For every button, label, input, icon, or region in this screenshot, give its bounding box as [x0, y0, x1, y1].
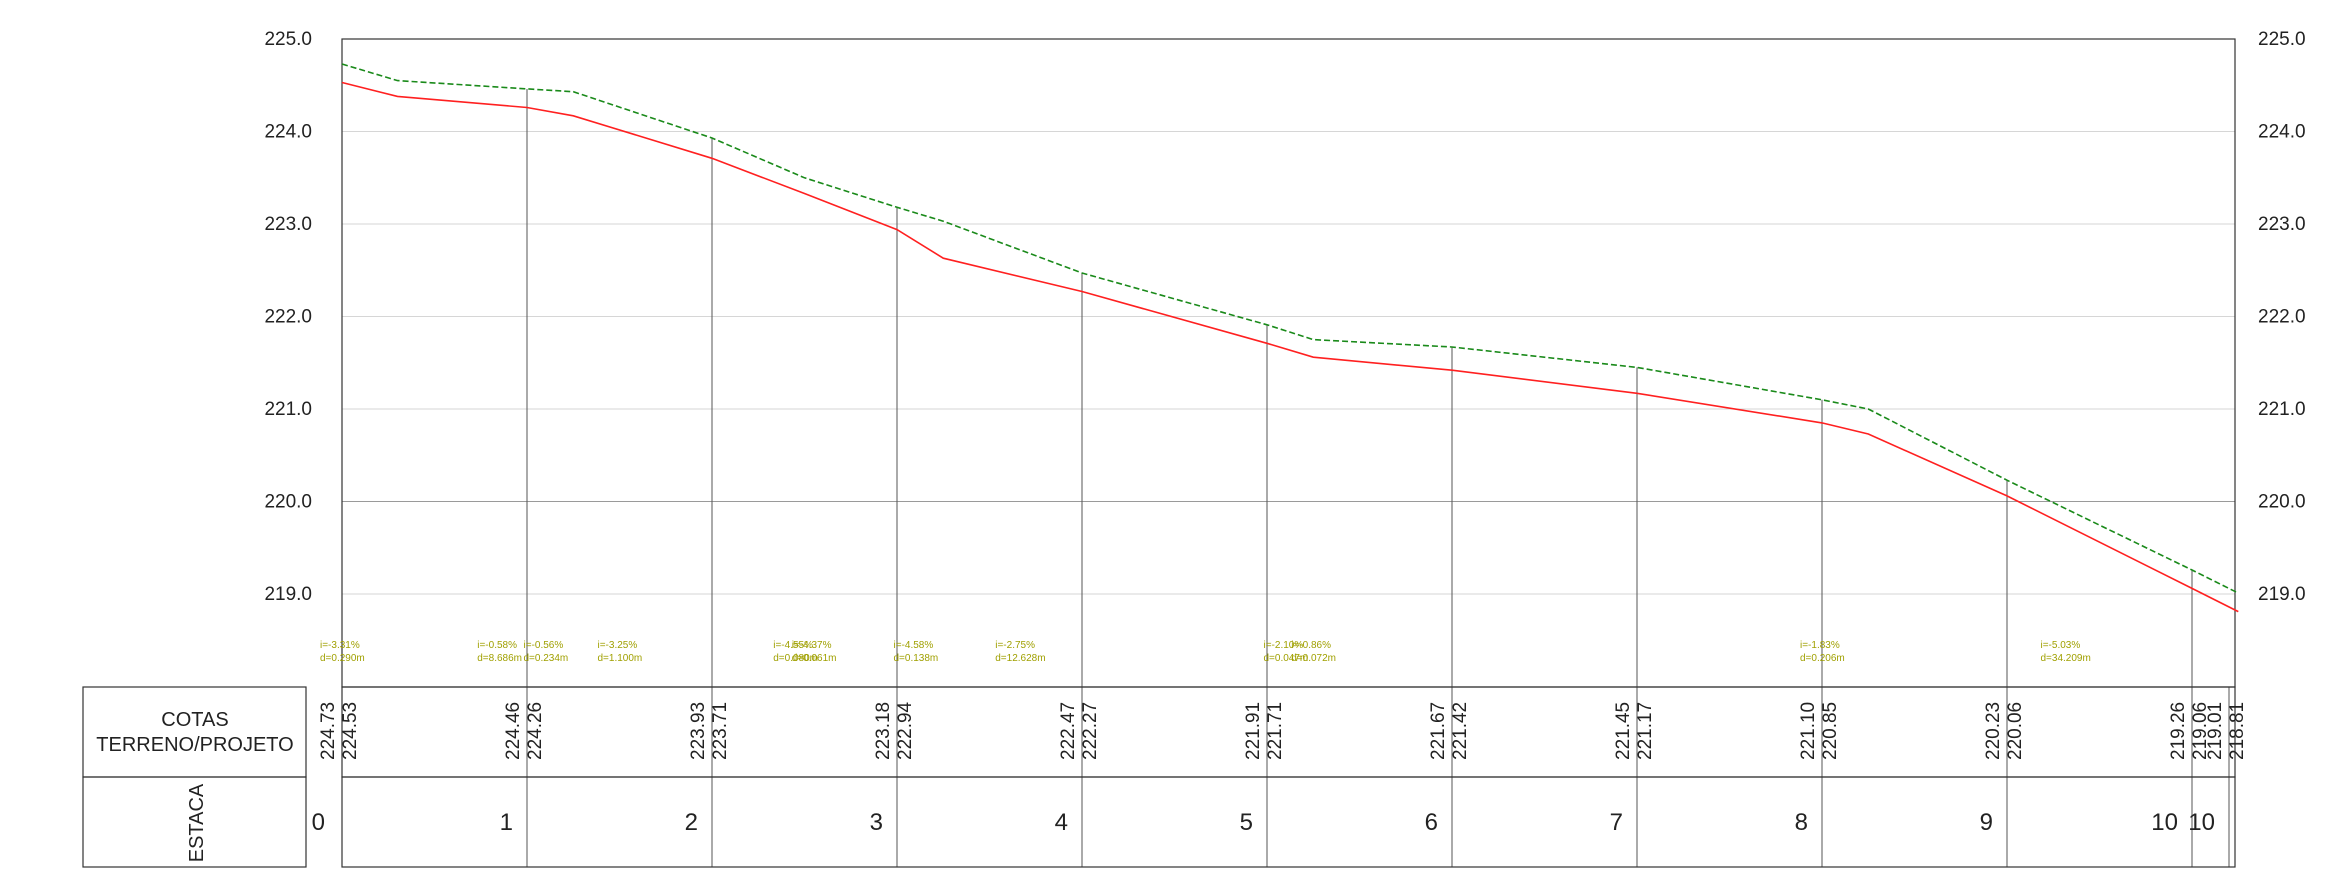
cotas-header-line2: TERRENO/PROJETO	[96, 734, 293, 756]
slope-d-label: d=34.209m	[2041, 653, 2091, 664]
cota-projeto: 223.71	[710, 702, 731, 760]
cota-projeto: 222.27	[1080, 702, 1101, 760]
cota-projeto: 220.85	[1820, 702, 1841, 760]
cota-terreno: 219.01	[2205, 702, 2226, 760]
y-tick-label-right: 219.0	[2258, 584, 2306, 605]
estaca-number: 0	[312, 809, 325, 836]
estaca-number: 3	[870, 809, 883, 836]
slope-d-label: d=0.234m	[524, 653, 569, 664]
slope-d-label: d=0.061m	[792, 653, 837, 664]
grid-layer	[342, 131, 2235, 595]
estaca-row	[341, 776, 2236, 868]
cotas-row	[341, 686, 2236, 778]
slope-i-label: i=-4.55%	[773, 640, 813, 651]
estaca-number: 4	[1055, 809, 1068, 836]
y-tick-label-right: 220.0	[2258, 492, 2306, 513]
y-tick-label-left: 221.0	[264, 399, 312, 420]
station-lines	[526, 88, 2230, 867]
cota-projeto: 221.17	[1635, 702, 1656, 760]
slope-i-label: i=-2.75%	[995, 640, 1035, 651]
cota-projeto: 222.94	[895, 701, 916, 760]
y-tick-label-left: 224.0	[264, 122, 312, 143]
y-tick-label-right: 225.0	[2258, 29, 2306, 50]
y-tick-label-left: 222.0	[264, 307, 312, 328]
estaca-number: 1	[500, 809, 513, 836]
cota-terreno: 223.93	[688, 702, 709, 760]
slope-i-label: i=-5.03%	[2041, 640, 2081, 651]
slope-i-label: i=-0.86%	[1291, 640, 1331, 651]
slope-i-label: i=-0.58%	[477, 640, 517, 651]
cota-terreno: 221.10	[1798, 702, 1819, 760]
cota-projeto: 218.81	[2227, 702, 2248, 760]
plot-frame	[341, 38, 2236, 688]
y-tick-label-right: 222.0	[2258, 307, 2306, 328]
cota-terreno: 220.23	[1983, 702, 2004, 760]
estaca-number: 2	[685, 809, 698, 836]
cota-projeto: 221.71	[1265, 702, 1286, 760]
estaca-number: 9	[1980, 809, 1993, 836]
slope-i-label: i=-4.37%	[792, 640, 832, 651]
slope-i-label: i=-1.83%	[1800, 640, 1840, 651]
y-tick-label-left: 220.0	[264, 492, 312, 513]
slope-i-label: i=-3.31%	[320, 640, 360, 651]
terrain-line	[341, 63, 2239, 594]
cota-terreno: 223.18	[873, 702, 894, 760]
y-tick-label-left: 223.0	[264, 214, 312, 235]
y-tick-label-right: 221.0	[2258, 399, 2306, 420]
cota-projeto: 219.06	[2190, 702, 2211, 760]
estaca-number: 10	[2151, 809, 2178, 836]
cota-terreno: 221.45	[1613, 702, 1634, 760]
cotas-header-line1: COTAS	[161, 709, 228, 731]
series-layer	[341, 63, 2239, 613]
slope-d-label: d=12.628m	[995, 653, 1045, 664]
y-tick-label-right: 223.0	[2258, 214, 2306, 235]
cota-terreno: 224.73	[318, 702, 339, 760]
slope-d-label: d=0.047m	[1264, 653, 1309, 664]
slope-d-label: d=0.080m	[773, 653, 818, 664]
estaca-number: 8	[1795, 809, 1808, 836]
estaca-number: 7	[1610, 809, 1623, 836]
y-axis-left: 225.0 224.0 223.0 222.0 221.0 220.0 219.0	[264, 29, 312, 605]
slope-i-label: i=-3.25%	[598, 640, 638, 651]
estaca-header-label: ESTACA	[186, 783, 208, 862]
cota-terreno: 222.47	[1058, 702, 1079, 760]
estaca-number: 10	[2188, 809, 2215, 836]
cota-terreno: 219.26	[2168, 702, 2189, 760]
slope-i-label: i=-0.56%	[524, 640, 564, 651]
estaca-header-box: ESTACA	[82, 776, 307, 868]
y-axis-right: 225.0 224.0 223.0 222.0 221.0 220.0 219.0	[2258, 29, 2306, 605]
slope-d-label: d=1.100m	[598, 653, 643, 664]
slope-d-label: d=0.290m	[320, 653, 365, 664]
cota-projeto: 221.42	[1450, 702, 1471, 760]
y-tick-label-left: 219.0	[264, 584, 312, 605]
cota-terreno: 224.46	[503, 702, 524, 760]
y-tick-label-left: 225.0	[264, 29, 312, 50]
slope-i-label: i=-4.58%	[894, 640, 934, 651]
slope-d-label: d=0.206m	[1800, 653, 1845, 664]
slope-annotations: i=-3.31% d=0.290m i=-0.58% d=8.686mi=-0.56%…	[320, 640, 2091, 664]
estaca-number: 5	[1240, 809, 1253, 836]
cota-projeto: 220.06	[2005, 702, 2026, 760]
cota-terreno: 221.91	[1243, 702, 1264, 760]
cota-terreno: 221.67	[1428, 702, 1449, 760]
estaca-number: 6	[1425, 809, 1438, 836]
slope-d-label: d=8.686m	[477, 653, 522, 664]
cota-projeto: 224.53	[340, 702, 361, 760]
cotas-header-box: COTAS TERRENO/PROJETO	[82, 686, 307, 778]
slope-d-label: d=0.138m	[894, 653, 939, 664]
slope-d-label: d=0.072m	[1291, 653, 1336, 664]
cota-projeto: 224.26	[525, 702, 546, 760]
slope-i-label: i=-2.10%	[1264, 640, 1304, 651]
project-line	[341, 81, 2239, 613]
y-tick-label-right: 224.0	[2258, 122, 2306, 143]
